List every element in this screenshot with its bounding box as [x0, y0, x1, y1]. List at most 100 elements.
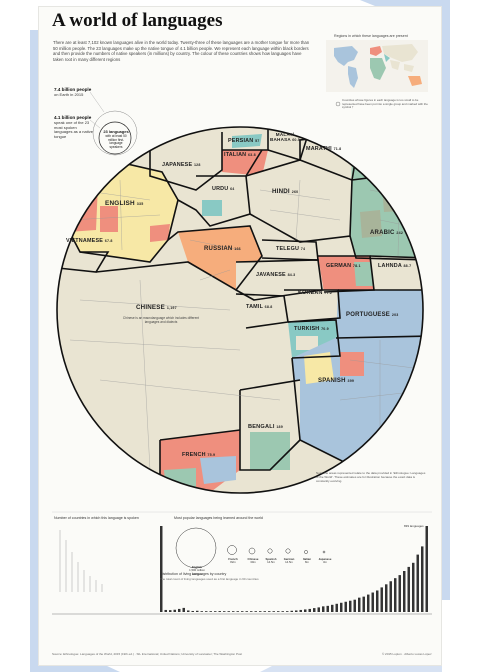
distribution-bar — [416, 554, 419, 612]
distribution-bar — [178, 608, 181, 612]
learned-label-chinese: Chinese 30m — [247, 557, 259, 565]
lang-label-javanese: JAVANESE 84.3 — [256, 272, 296, 278]
distribution-bar — [295, 610, 298, 612]
distribution-bar — [313, 608, 316, 612]
distribution-bar — [236, 611, 239, 612]
credits: Source: Ethnologue: Languages of the Wor… — [52, 652, 242, 656]
lang-label-arabic: ARABIC 242 — [370, 230, 404, 236]
distribution-bar — [358, 597, 361, 612]
lang-label-japanese: JAPANESE 128 — [162, 162, 201, 168]
distribution-bar — [308, 608, 311, 612]
lang-label-urdu: URDU 64 — [212, 186, 235, 192]
distribution-bar — [398, 575, 401, 612]
lang-label-korean: KOREAN 77.2 — [298, 290, 333, 296]
lang-label-russian: RUSSIAN 166 — [204, 246, 241, 252]
lang-label-malay: MALAY/ BAHASA 60.5 — [270, 132, 300, 142]
distribution-bar — [322, 606, 325, 612]
distribution-bar — [272, 611, 275, 612]
page-title: A world of languages — [52, 10, 223, 31]
distribution-bar — [254, 611, 257, 612]
countries-chart-title: Number of countries in which this langua… — [54, 516, 139, 520]
distribution-bar — [223, 611, 226, 612]
lang-label-marathi: MARATHI 71.8 — [306, 146, 342, 152]
distribution-bar — [304, 609, 307, 612]
distribution-bar — [160, 526, 163, 612]
lang-label-persian: PERSIAN 57 — [228, 138, 260, 144]
distribution-bar — [340, 602, 343, 612]
distribution-bar — [205, 611, 208, 612]
distribution-bar — [209, 611, 212, 612]
distribution-bar — [349, 600, 352, 612]
distribution-bar — [367, 594, 370, 612]
distribution-bar — [335, 603, 338, 612]
distribution-subtitle: The total count of living languages used… — [160, 577, 259, 581]
distribution-bar — [317, 607, 320, 612]
world-map — [326, 40, 428, 107]
lang-label-french: FRENCH 75.9 — [182, 452, 216, 458]
learned-label-japanese: Japanese 3m — [318, 557, 332, 565]
distribution-bar — [169, 610, 172, 612]
distribution-bar — [245, 611, 248, 612]
distribution-top-label: 839 languages — [404, 524, 424, 528]
distribution-bar — [263, 611, 266, 612]
distribution-bar — [232, 611, 235, 612]
lang-label-telegu: TELEGU 74 — [276, 246, 306, 252]
distribution-bar — [385, 584, 388, 612]
distribution-bar — [277, 611, 280, 612]
learned-label-german: German 14.5m — [283, 557, 295, 565]
distribution-bar — [344, 601, 347, 612]
learned-label-french: French 82m — [228, 557, 238, 565]
learned-label-english: English 1,500 million learners — [189, 565, 205, 576]
stat-native-speakers: 4.1 billion people speak one of the 23 mo… — [54, 115, 93, 140]
distribution-bar — [191, 610, 194, 612]
distribution-bar — [218, 611, 221, 612]
lang-label-turkish: TURKISH 70.9 — [294, 326, 329, 332]
lang-label-spanish: SPANISH 399 — [318, 378, 355, 384]
distribution-title: Distribution of living languages by coun… — [160, 572, 227, 576]
credits-author: © 2015 Lupton · Alberto Lucas López — [382, 652, 432, 656]
distribution-bar — [331, 604, 334, 612]
distribution-bar — [403, 571, 406, 612]
distribution-bar — [376, 590, 379, 612]
distribution-bar — [187, 610, 190, 612]
legend-circle-label: 23 languages with at least 50 million fir… — [103, 129, 129, 150]
lang-label-hindi: HINDI 260 — [272, 188, 299, 195]
intro-text: There are at least 7,102 known languages… — [53, 40, 310, 62]
stat-world-population: 7.4 billion people on Earth in 2015 — [54, 87, 92, 97]
distribution-bar — [380, 587, 383, 612]
map-title: Regions in which these languages are pre… — [334, 34, 408, 38]
distribution-bar — [362, 596, 365, 612]
distribution-bar — [371, 592, 374, 612]
distribution-bar — [182, 607, 185, 612]
distribution-bar — [281, 611, 284, 612]
map-caption: Countries whose figures in each language… — [342, 98, 428, 110]
distribution-bar — [412, 562, 415, 612]
distribution-bar — [353, 599, 356, 612]
distribution-bar — [250, 611, 253, 612]
distribution-bar — [173, 609, 176, 612]
distribution-bar — [200, 611, 203, 612]
learned-label-spanish: Spanish 14.5m — [265, 557, 277, 565]
chinese-note: Chinese is an macrolanguage which includ… — [122, 316, 200, 324]
lang-label-chinese: CHINESE 1,197 — [136, 304, 177, 311]
distribution-bar — [407, 566, 410, 612]
distribution-bar — [268, 611, 271, 612]
lang-label-portuguese: PORTUGUESE 203 — [346, 312, 399, 318]
distribution-bar — [394, 578, 397, 612]
distribution-bar — [196, 610, 199, 612]
distribution-bar — [259, 611, 262, 612]
learned-label-italian: Italian 8m — [302, 557, 312, 565]
distribution-bar — [290, 610, 293, 612]
distribution-bar — [286, 611, 289, 612]
distribution-bar — [425, 526, 428, 612]
distribution-bar — [299, 609, 302, 612]
distribution-bar — [164, 609, 167, 612]
distribution-bar — [421, 546, 424, 612]
lang-label-vietnamese: VIETNAMESE 67.8 — [66, 238, 113, 244]
lang-label-tamil: TAMIL 68.8 — [246, 304, 273, 310]
lang-label-italian: ITALIAN 63.8 — [224, 152, 256, 158]
distribution-bar — [214, 611, 217, 612]
